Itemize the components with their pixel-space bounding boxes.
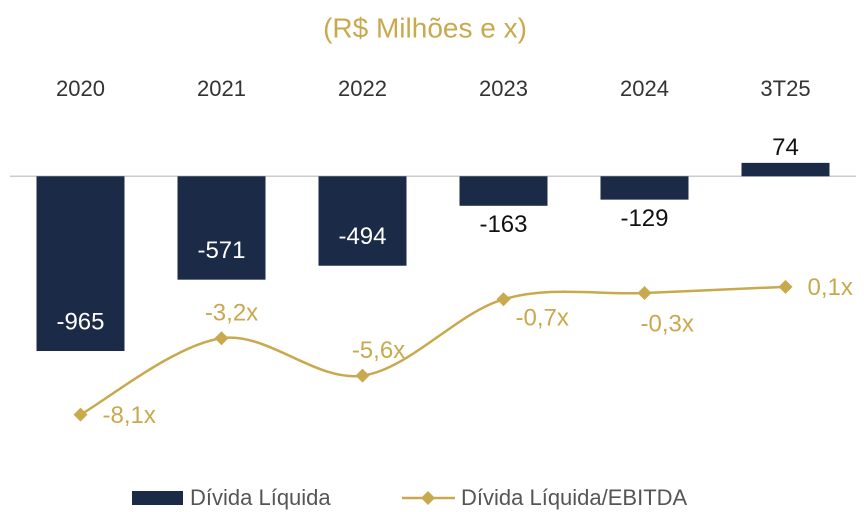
line-value-label: 0,1x	[808, 274, 853, 301]
category-label: 2023	[479, 76, 528, 101]
legend-label: Dívida Líquida/EBITDA	[461, 485, 688, 510]
bar	[177, 176, 266, 280]
bar-value-label: 74	[772, 134, 799, 161]
line-marker	[214, 331, 229, 346]
bar-value-label: -129	[620, 205, 668, 232]
category-label: 2024	[620, 76, 669, 101]
legend-marker	[421, 491, 435, 505]
line-value-label: -5,6x	[352, 337, 405, 364]
line-marker	[496, 292, 511, 307]
category-label: 2022	[338, 76, 387, 101]
line	[79, 285, 786, 416]
category-label: 2020	[56, 76, 105, 101]
category-label: 3T25	[760, 76, 810, 101]
line-value-label: -0,3x	[641, 310, 694, 337]
category-label: 2021	[197, 76, 246, 101]
bar	[600, 176, 689, 200]
bar-value-label: -965	[56, 308, 104, 335]
line-marker	[637, 286, 652, 301]
line-marker	[73, 407, 88, 422]
bar	[318, 176, 407, 266]
bar	[741, 162, 830, 177]
line-marker	[355, 368, 370, 383]
bar-value-label: -571	[197, 237, 245, 264]
line-value-label: -0,7x	[516, 305, 569, 332]
line-value-label: -3,2x	[205, 300, 258, 327]
bar	[459, 176, 548, 206]
legend-swatch	[132, 491, 183, 505]
chart-title: (R$ Milhões e x)	[323, 12, 527, 43]
legend-label: Dívida Líquida	[190, 485, 331, 510]
line-value-label: -8,1x	[103, 402, 156, 429]
line-marker	[778, 279, 793, 294]
bar-value-label: -494	[338, 223, 386, 250]
bar	[36, 176, 125, 352]
bar-value-label: -163	[479, 211, 527, 238]
